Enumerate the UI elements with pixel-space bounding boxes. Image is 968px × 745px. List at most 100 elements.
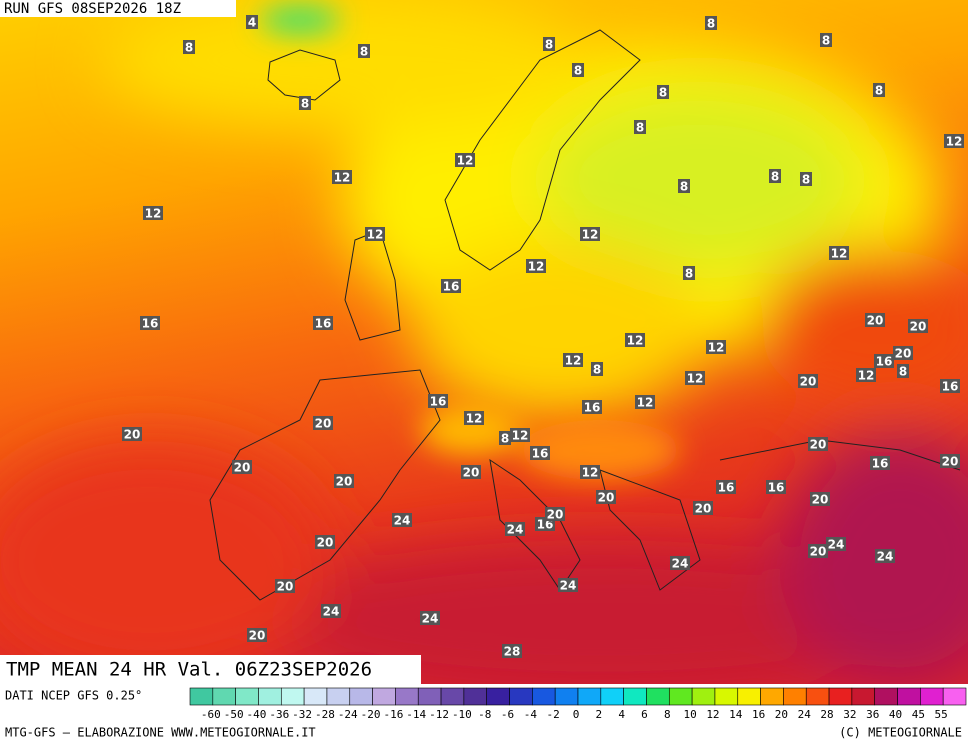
- contour-label: 20: [812, 493, 829, 507]
- color-swatch: [395, 687, 419, 706]
- color-swatch: [942, 687, 967, 706]
- scale-label: 8: [664, 708, 671, 721]
- contour-label: 20: [695, 502, 712, 516]
- color-swatch: [509, 687, 533, 706]
- contour-label: 8: [685, 267, 693, 281]
- contour-label: 8: [301, 97, 309, 111]
- contour-label: 20: [124, 428, 141, 442]
- label-box: [392, 513, 412, 527]
- scale-label: 14: [729, 708, 743, 721]
- contour-label: 12: [708, 341, 725, 355]
- contour-label: 20: [234, 461, 251, 475]
- label-box: [829, 246, 849, 260]
- label-box: [678, 179, 690, 193]
- label-box: [510, 428, 530, 442]
- scale-label: -16: [383, 708, 403, 721]
- label-box: [122, 427, 142, 441]
- contour-label: 24: [672, 557, 689, 571]
- label-box: [800, 172, 812, 186]
- label-box: [820, 33, 832, 47]
- contour-label: 8: [659, 86, 667, 100]
- label-box: [545, 507, 565, 521]
- contour-label: 16: [315, 317, 332, 331]
- label-box: [543, 37, 555, 51]
- color-swatch: [851, 687, 876, 706]
- label-box: [580, 465, 600, 479]
- contour-label: 20: [336, 475, 353, 489]
- contour-label: 24: [828, 538, 845, 552]
- label-box: [530, 446, 550, 460]
- label-box: [693, 501, 713, 515]
- scale-label: 0: [573, 708, 580, 721]
- scale-label: 2: [596, 708, 603, 721]
- contour-label: 12: [466, 412, 483, 426]
- label-box: [635, 395, 655, 409]
- contour-label: 16: [768, 481, 785, 495]
- label-box: [798, 374, 818, 388]
- scale-label: 6: [641, 708, 648, 721]
- label-box: [464, 411, 484, 425]
- label-box: [683, 266, 695, 280]
- contour-label: 24: [422, 612, 439, 626]
- scale-label: -14: [406, 708, 426, 721]
- label-box: [420, 611, 440, 625]
- label-box: [275, 579, 295, 593]
- color-swatch: [280, 687, 305, 706]
- color-swatch: [828, 687, 853, 706]
- scale-label: -36: [269, 708, 289, 721]
- contour-label: 20: [598, 491, 615, 505]
- label-box: [766, 480, 786, 494]
- label-box: [582, 400, 602, 414]
- contour-label: 24: [877, 550, 894, 564]
- scale-label: 32: [843, 708, 856, 721]
- contour-label: 12: [145, 207, 162, 221]
- map-title: TMP MEAN 24 HR Val. 06Z23SEP2026: [6, 659, 372, 681]
- label-box: [808, 437, 828, 451]
- contour-label: 8: [680, 180, 688, 194]
- contour-label: 16: [718, 481, 735, 495]
- contour-label: 8: [899, 365, 907, 379]
- contour-label: 8: [875, 84, 883, 98]
- label-box: [908, 319, 928, 333]
- label-box: [563, 353, 583, 367]
- scale-label: 36: [866, 708, 879, 721]
- label-box: [657, 85, 669, 99]
- scale-label: 24: [798, 708, 812, 721]
- color-swatch: [212, 687, 236, 706]
- label-box: [580, 227, 600, 241]
- contour-label: 20: [910, 320, 927, 334]
- label-box: [874, 354, 894, 368]
- contour-label: 16: [430, 395, 447, 409]
- color-swatch: [532, 687, 556, 706]
- credit: MTG-GFS — ELABORAZIONE WWW.METEOGIORNALE…: [5, 726, 316, 740]
- contour-label: 12: [334, 171, 351, 185]
- contour-label: 8: [802, 173, 810, 187]
- contour-label: 20: [547, 508, 564, 522]
- label-box: [572, 63, 584, 77]
- label-box: [865, 313, 885, 327]
- color-swatch: [691, 687, 716, 706]
- scale-label: 28: [820, 708, 833, 721]
- color-swatch: [783, 687, 807, 706]
- title-box: [0, 655, 421, 684]
- label-box: [940, 379, 960, 393]
- color-swatch: [486, 687, 510, 706]
- contour-label: 16: [872, 457, 889, 471]
- contour-label: 8: [545, 38, 553, 52]
- contour-label: 20: [317, 536, 334, 550]
- scale-label: 55: [935, 708, 948, 721]
- contour-label: 8: [185, 41, 193, 55]
- contour-label: 8: [593, 363, 601, 377]
- label-box: [321, 604, 341, 618]
- contour-label: 28: [504, 645, 521, 659]
- contour-label: 12: [858, 369, 875, 383]
- scale-label: -4: [524, 708, 538, 721]
- label-box: [873, 83, 885, 97]
- contour-label: 20: [800, 375, 817, 389]
- label-box: [716, 480, 736, 494]
- label-box: [441, 279, 461, 293]
- scale-label: -24: [338, 708, 358, 721]
- label-box: [332, 170, 352, 184]
- scale-label: -60: [201, 708, 221, 721]
